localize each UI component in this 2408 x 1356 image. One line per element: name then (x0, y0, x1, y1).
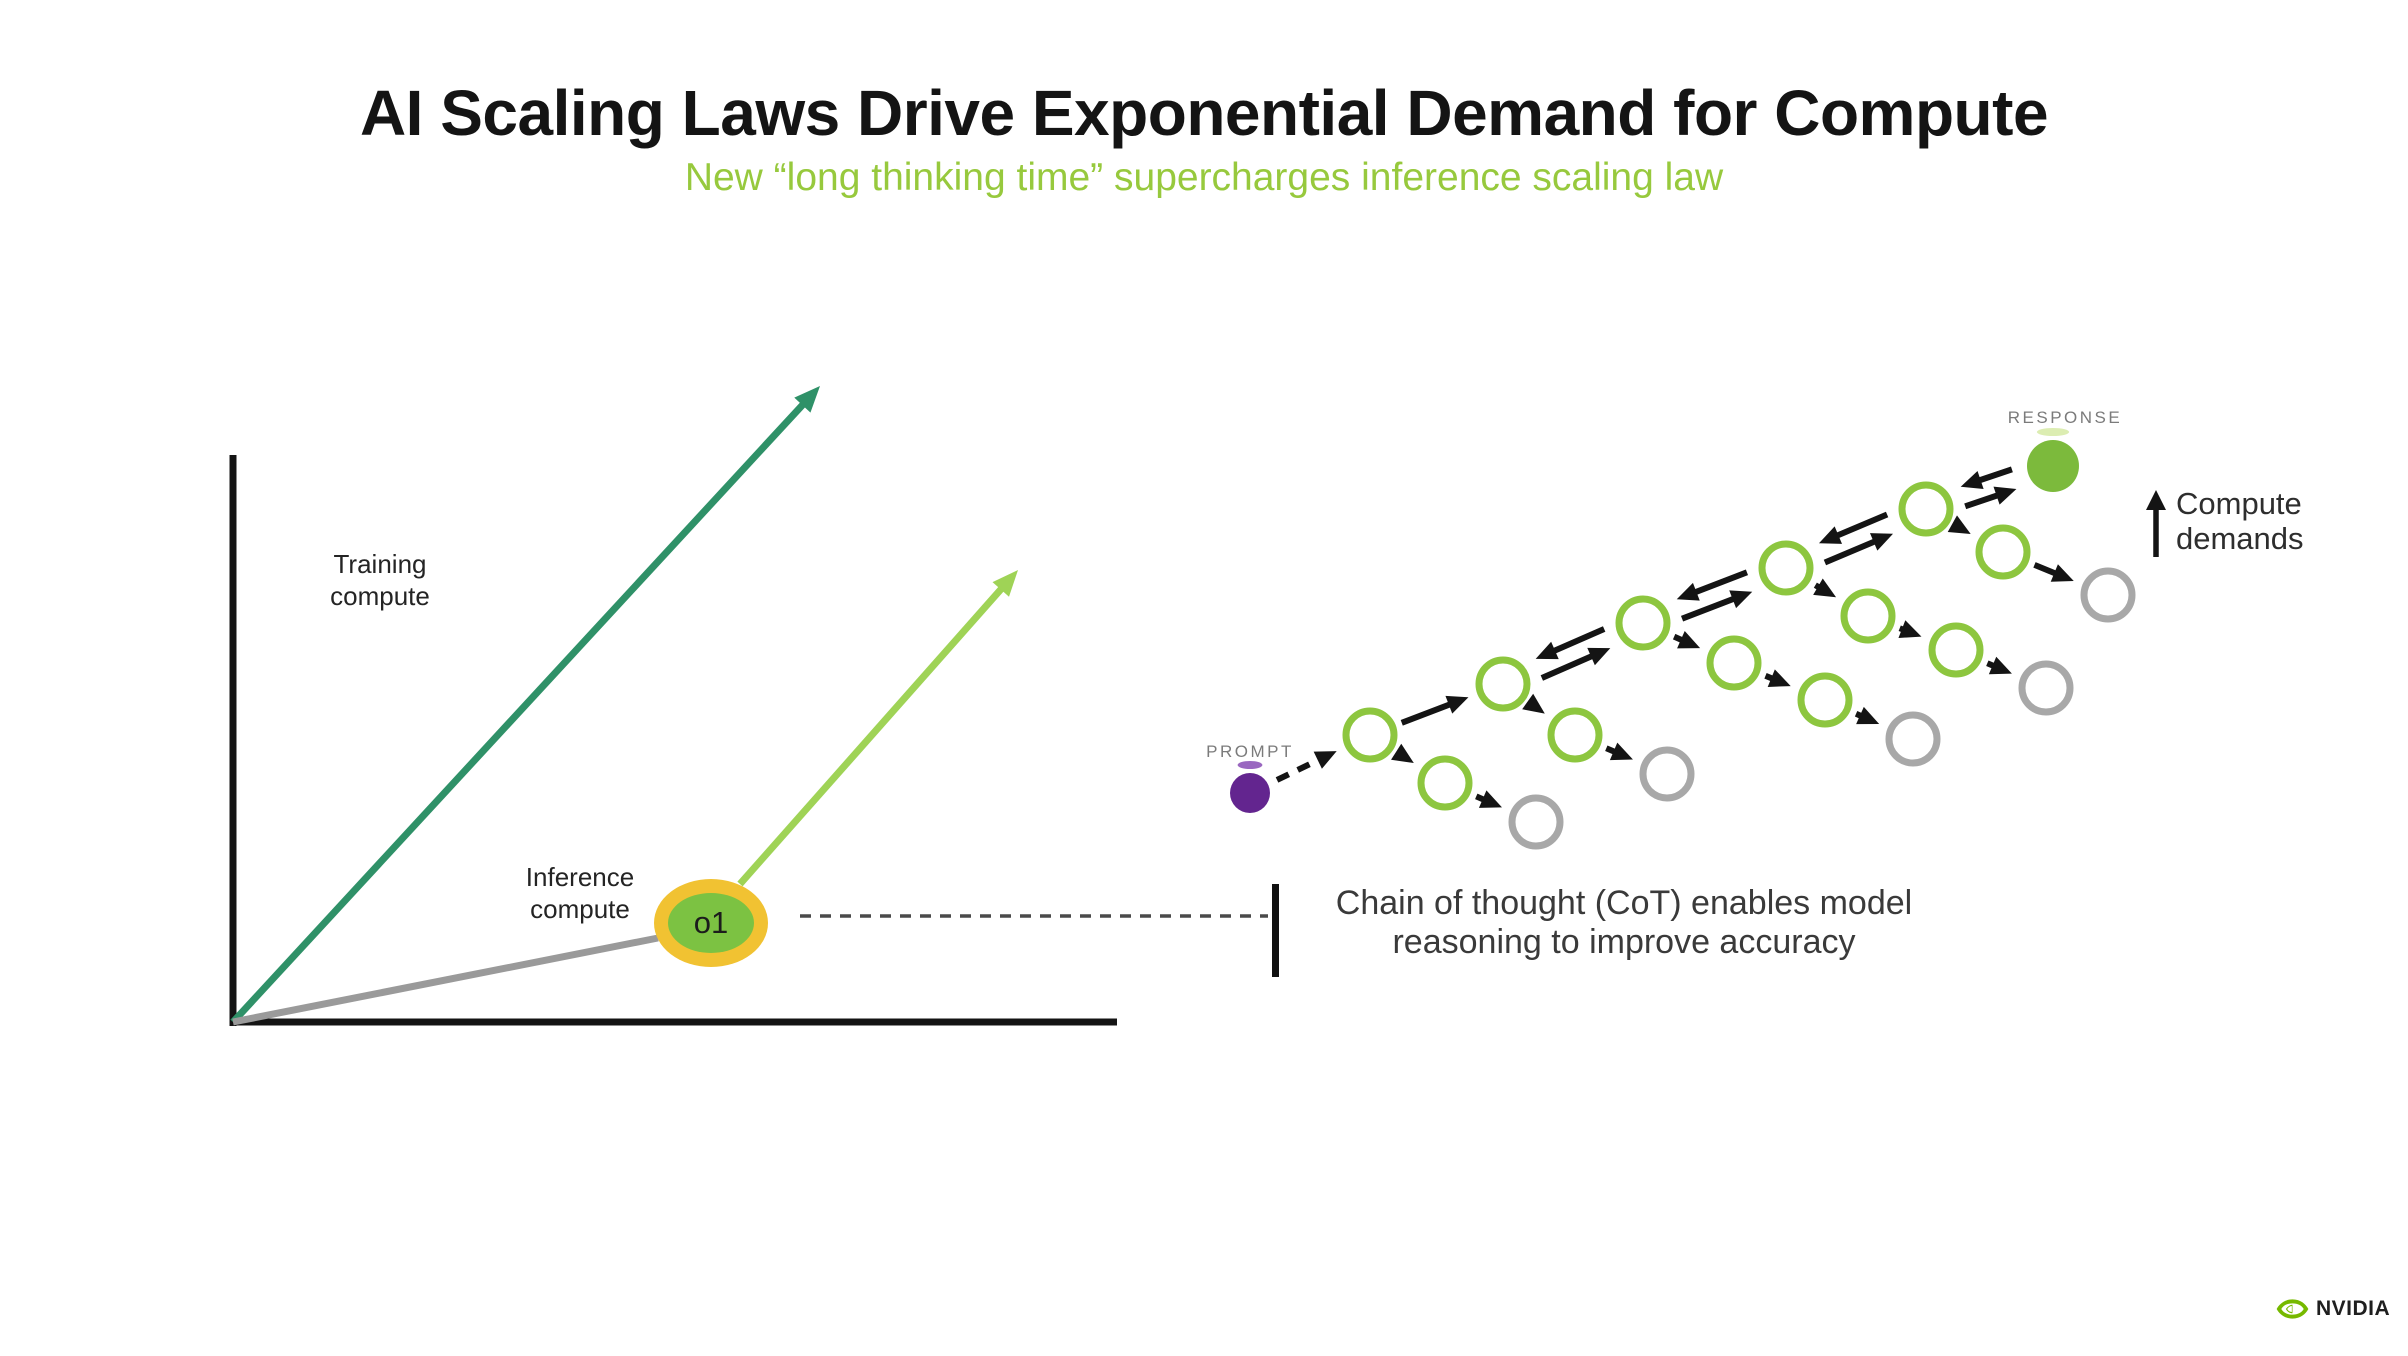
cot-annotation-line1: Chain of thought (CoT) enables model (1335, 884, 1913, 922)
tree-node-b2 (1547, 707, 1603, 763)
slide-subtitle: New “long thinking time” supercharges in… (684, 156, 1724, 199)
inference-base-line (232, 934, 659, 1026)
cot-annotation-line2: reasoning to improve accuracy (1392, 923, 1856, 961)
tree-edge-n2-b2 (1522, 693, 1545, 714)
tree-edge-n4-b4 (1813, 578, 1837, 598)
inference-compute-label-line2: compute (530, 894, 630, 924)
tree-node-prompt-hat (1237, 761, 1263, 769)
tree-edge-n4-n5-back (1818, 526, 1843, 544)
tree-node-b4 (1840, 588, 1896, 644)
tree-edge-n3-n4-back (1676, 582, 1700, 601)
training-compute-arrow (794, 386, 820, 413)
tree-edge-b4-b4b (1898, 620, 1922, 638)
tree-node-g1 (1508, 794, 1564, 850)
tree-edge-n5-response-back (1974, 466, 2013, 485)
tree-edge-n2-n3-back (1548, 626, 1606, 656)
tree-node-n2 (1475, 656, 1531, 712)
tree-edge-n2-n3-back (1535, 641, 1559, 660)
tree-edge-n2-n3-forward (1587, 647, 1611, 666)
tree-edge-n5-response-forward (1993, 486, 2017, 505)
tree-node-response (2027, 440, 2079, 492)
compute-demands-line1: Compute (2176, 486, 2302, 521)
tree-edge-n5-b5 (1947, 515, 1971, 534)
tree-edge-b4b-g4 (1988, 656, 2012, 675)
tree-edge-n4-n5-back (1832, 511, 1889, 540)
training-compute-label-line1: Training (333, 549, 427, 579)
inference-scaling-arrow (737, 582, 1008, 887)
inference-scaling-arrow (992, 570, 1018, 597)
tree-edge-n1-b1 (1391, 743, 1414, 764)
inference-compute-label-line1: Inference (525, 862, 635, 892)
tree-edge-n3-n4-forward (1729, 590, 1753, 609)
tree-edge-b1-g1 (1478, 790, 1502, 808)
tree-node-b3 (1706, 635, 1762, 691)
tree-node-b4b (1928, 622, 1984, 678)
tree-node-g2 (1639, 746, 1695, 802)
tree-edge-n4-n5-forward (1869, 533, 1894, 551)
prompt-label: PROMPT (1206, 742, 1294, 761)
compute-demands-label: Compute demands (2176, 486, 2304, 556)
tree-node-g5 (2080, 567, 2136, 623)
tree-edge-prompt-n1 (1313, 751, 1337, 769)
slide-title: AI Scaling Laws Drive Exponential Demand… (359, 77, 2049, 149)
tree-node-n4 (1758, 540, 1814, 596)
nvidia-wordmark: NVIDIA (2316, 1297, 2391, 1320)
tree-node-n1 (1342, 707, 1398, 763)
tree-edge-n4-n5-forward (1823, 537, 1880, 566)
tree-node-b1 (1417, 755, 1473, 811)
o1-model-label: o1 (693, 905, 729, 940)
training-compute-label-line2: compute (330, 581, 430, 611)
nvidia-eye-icon (2276, 1299, 2309, 1319)
tree-node-n3 (1615, 595, 1671, 651)
o1-marker (668, 893, 754, 953)
tree-edge-b3b-g3 (1856, 706, 1880, 725)
nvidia-logo: NVIDIA (2276, 1294, 2390, 1324)
compute-demands-arrow (2146, 490, 2166, 510)
tree-edge-b2-g2 (1609, 742, 1633, 761)
tree-edge-n3-n4-back (1690, 569, 1749, 597)
tree-node-g3 (1885, 711, 1941, 767)
tree-node-prompt (1230, 773, 1270, 813)
tree-edge-b5-g5 (2050, 564, 2074, 582)
tree-node-b5 (1975, 524, 2031, 580)
tree-edge-b3-b3b (1767, 669, 1791, 687)
response-label: RESPONSE (2007, 408, 2123, 427)
tree-edge-n3-b3 (1677, 630, 1701, 649)
tree-edge-n1-n2 (1400, 700, 1455, 726)
inference-compute-label: Inference compute (495, 861, 665, 925)
compute-demands-line2: demands (2176, 521, 2304, 556)
tree-edge-n1-n2 (1445, 695, 1469, 714)
tree-node-response-hat (2036, 428, 2070, 436)
training-compute-arrow (230, 397, 810, 1025)
tree-node-n5 (1898, 481, 1954, 537)
training-compute-label: Training compute (295, 548, 465, 612)
tree-edge-n5-response-back (1960, 470, 1984, 489)
tree-edge-prompt-n1 (1275, 755, 1324, 783)
tree-node-g4 (2018, 660, 2074, 716)
tree-node-b3b (1797, 672, 1853, 728)
tree-edge-n5-response-forward (1964, 491, 2003, 510)
tree-edge-n3-n4-forward (1680, 594, 1739, 622)
cot-annotation-bar (1272, 884, 1279, 977)
cot-annotation: Chain of thought (CoT) enables model rea… (1288, 884, 1960, 962)
tree-edge-n2-n3-forward (1540, 651, 1598, 681)
